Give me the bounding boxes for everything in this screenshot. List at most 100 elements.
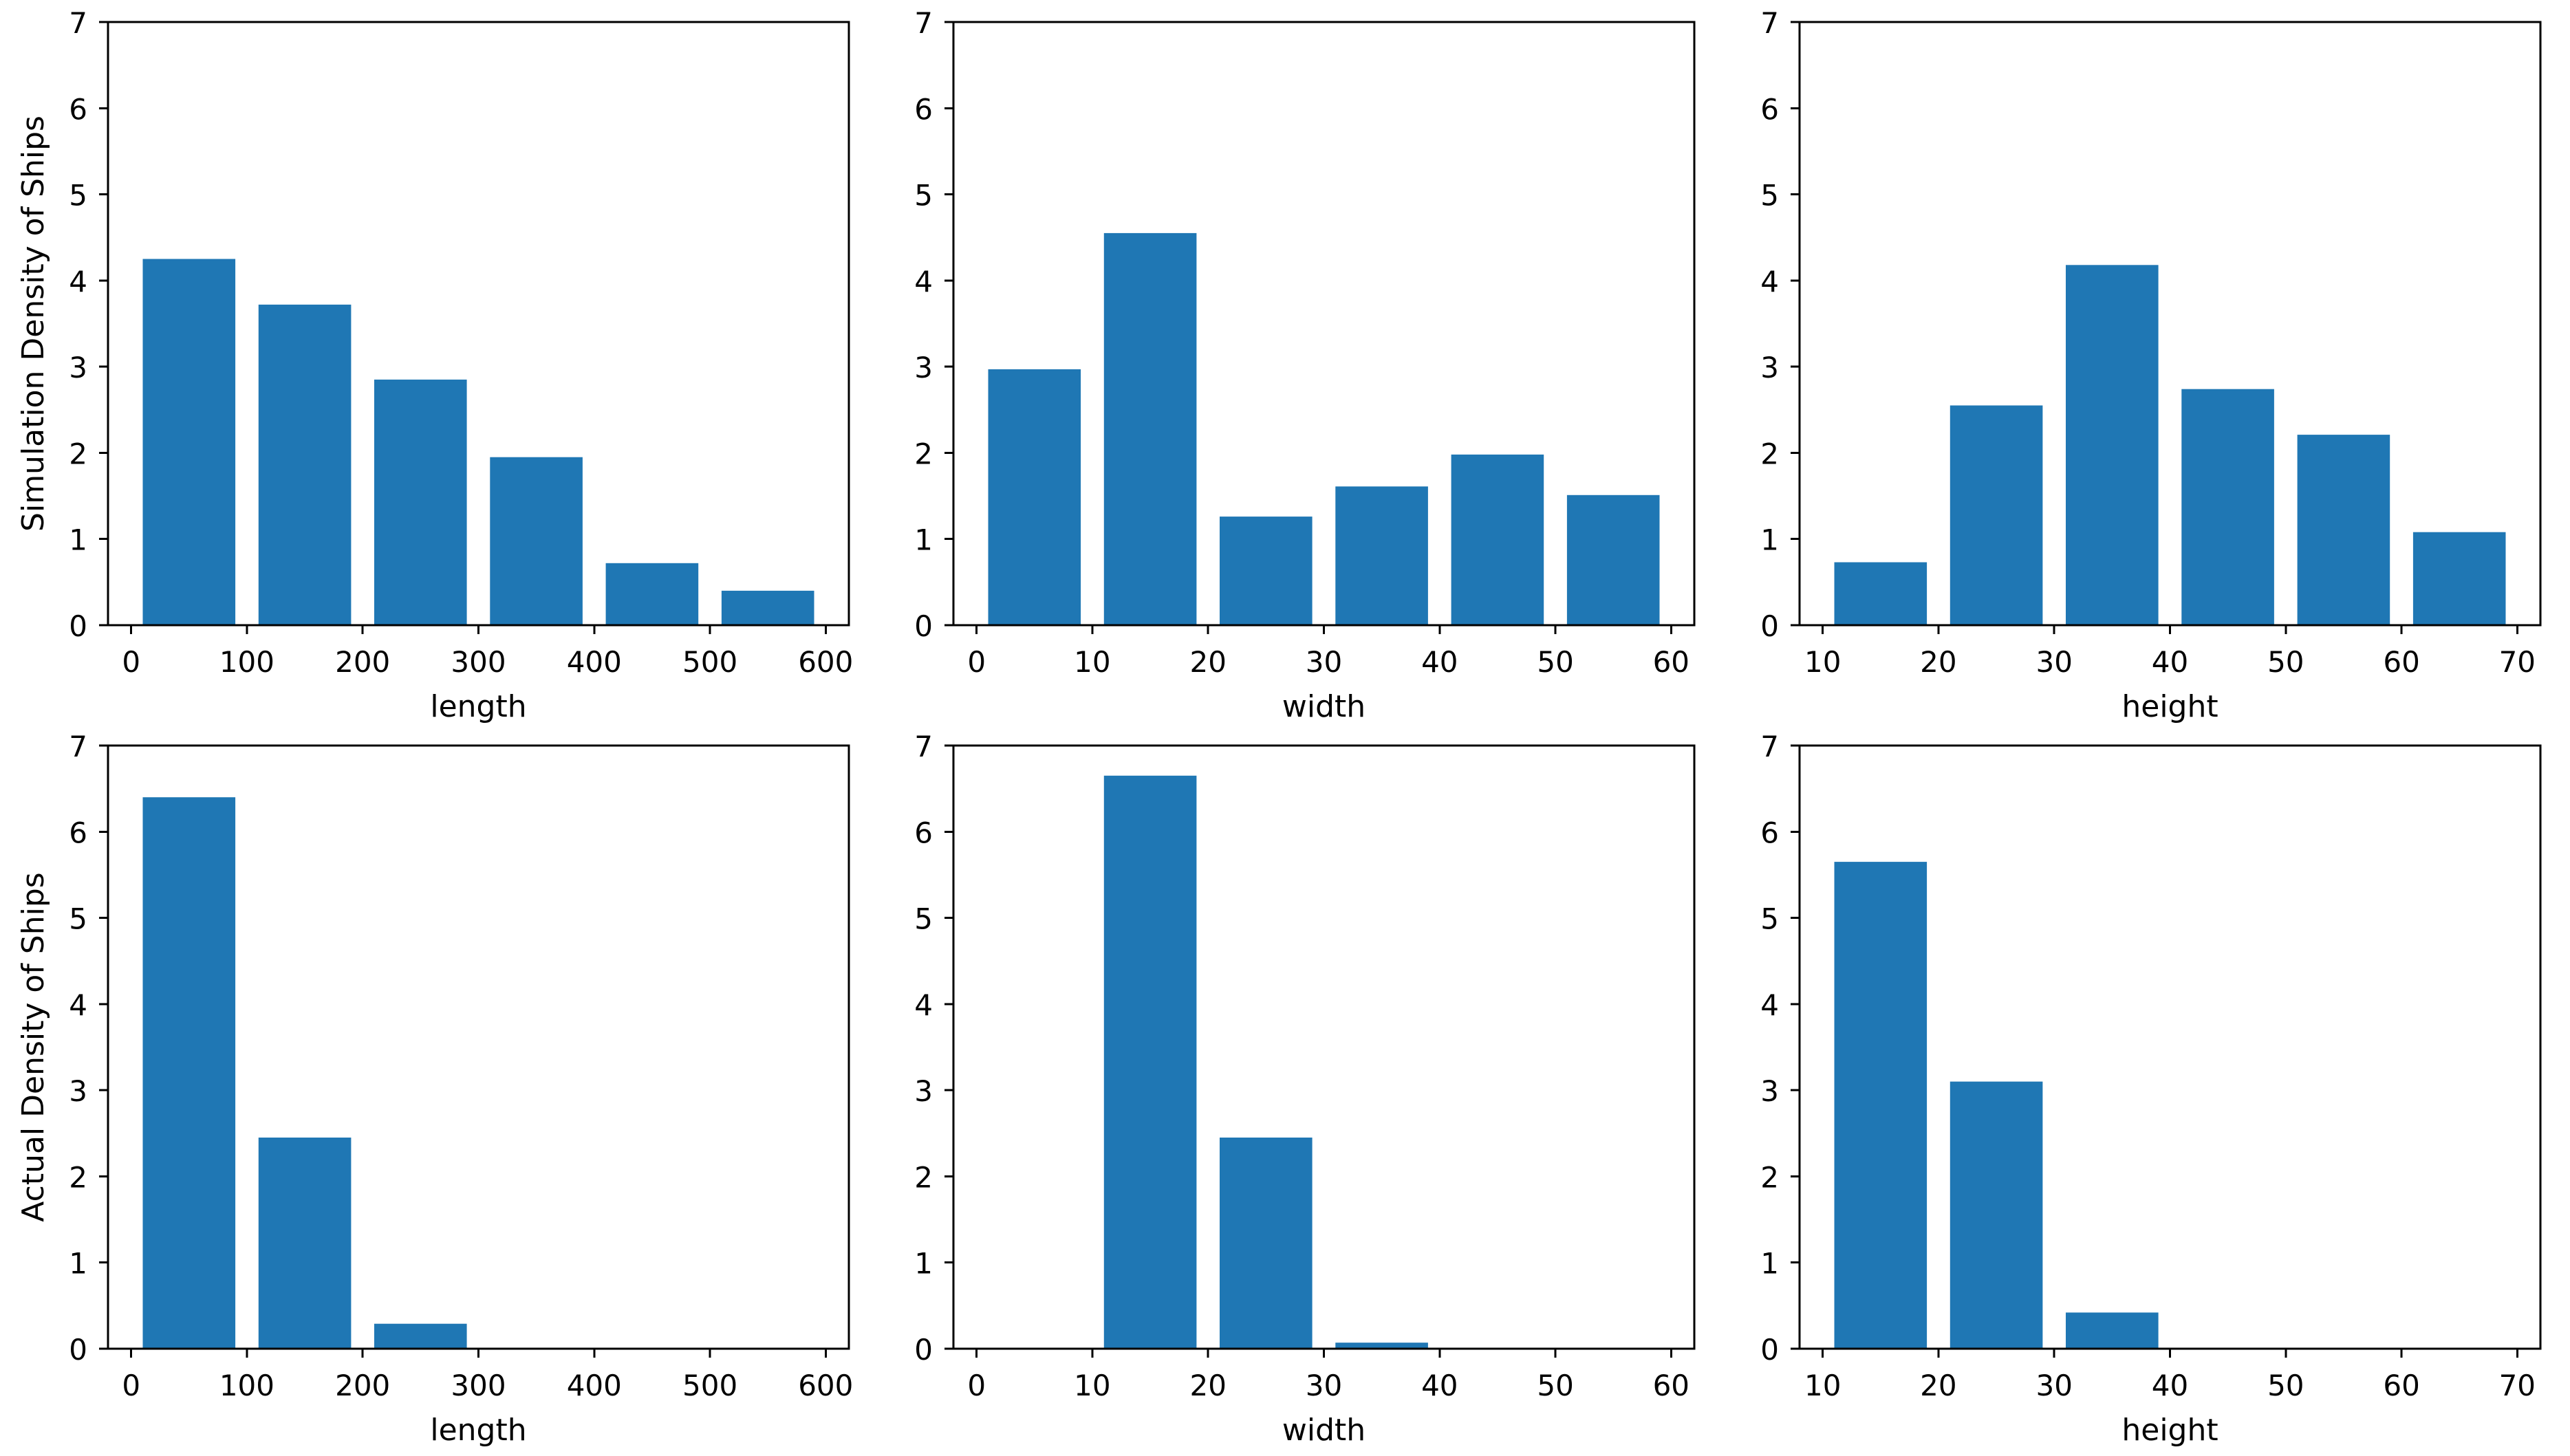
- y-tick-label: 0: [69, 609, 87, 643]
- x-tick-label: 70: [2499, 1369, 2536, 1402]
- bar-simulation-length-300-400: [490, 457, 583, 625]
- subplot-simulation-length: 0 100 200 300 400 500 600 0 1 2 3 4 5 6 7 length Simulat…: [16, 6, 853, 724]
- y-tick-label: 2: [1760, 1160, 1779, 1194]
- bars-simulation-length: [142, 259, 814, 625]
- bar-actual-height-30-40: [2066, 1312, 2159, 1349]
- y-tick-label: 2: [69, 1160, 87, 1194]
- x-tick-label: 600: [798, 645, 853, 679]
- x-tick-label: 50: [2267, 645, 2304, 679]
- x-tick-label: 100: [219, 645, 274, 679]
- y-tick-label: 4: [1760, 265, 1779, 298]
- x-tick-label: 40: [1421, 645, 1458, 679]
- y-tick-label: 5: [69, 179, 87, 213]
- subplot-actual-height: 10 20 30 40 50 60 70 0 1 2 3 4 5 6 7 height: [1760, 730, 2542, 1448]
- x-tick-label: 0: [122, 1369, 140, 1402]
- y-tick-label: 2: [1760, 437, 1779, 470]
- bar-simulation-width-30-40: [1335, 486, 1428, 625]
- y-tick-label: 5: [1760, 179, 1779, 213]
- subplot-actual-length: 0 100 200 300 400 500 600 0 1 2 3 4 5 6 7 length Actual …: [16, 730, 853, 1448]
- bar-simulation-length-100-200: [258, 304, 352, 625]
- x-tick-label: 400: [567, 1369, 622, 1402]
- y-tick-label: 3: [1760, 351, 1779, 384]
- x-tick-label: 0: [122, 645, 140, 679]
- x-axis-label-simulation-width: width: [1282, 689, 1365, 724]
- bar-simulation-length-400-500: [605, 563, 699, 625]
- x-tick-label: 70: [2499, 645, 2536, 679]
- x-tick-label: 100: [219, 1369, 274, 1402]
- y-tick-label: 0: [914, 609, 933, 643]
- y-tick-label: 7: [1760, 6, 1779, 40]
- x-tick-label: 40: [1421, 1369, 1458, 1402]
- x-tick-label: 60: [1653, 645, 1689, 679]
- y-tick-label: 3: [1760, 1074, 1779, 1108]
- x-tick-label: 10: [1804, 645, 1841, 679]
- x-tick-label: 50: [1537, 645, 1573, 679]
- bar-simulation-height-20-30: [1950, 405, 2043, 625]
- y-tick-label: 3: [914, 351, 933, 384]
- x-tick-label: 20: [1189, 1369, 1226, 1402]
- y-tick-label: 4: [914, 265, 933, 298]
- x-axis-label-actual-width: width: [1282, 1413, 1365, 1448]
- bar-simulation-height-60-70: [2412, 532, 2506, 625]
- subplot-actual-width: 0 10 20 30 40 50 60 0 1 2 3 4 5 6 7 width: [914, 730, 1696, 1448]
- y-tick-label: 0: [69, 1333, 87, 1367]
- y-tick-label: 4: [69, 988, 87, 1022]
- x-axis-label-actual-height: height: [2121, 1413, 2218, 1448]
- bar-actual-height-10-20: [1834, 862, 1928, 1349]
- x-tick-label: 30: [2036, 1369, 2072, 1402]
- x-tick-label: 300: [451, 1369, 506, 1402]
- x-tick-label: 500: [682, 1369, 737, 1402]
- y-tick-label: 5: [69, 902, 87, 936]
- bar-actual-length-100-200: [258, 1138, 352, 1349]
- x-tick-label: 10: [1804, 1369, 1841, 1402]
- bar-actual-length-200-300: [374, 1323, 467, 1349]
- y-tick-label: 1: [69, 523, 87, 557]
- x-axis-label-simulation-length: length: [430, 689, 526, 724]
- y-tick-label: 6: [69, 816, 87, 849]
- x-axis-label-simulation-height: height: [2121, 689, 2218, 724]
- bar-simulation-width-50-60: [1566, 495, 1660, 625]
- bar-simulation-length-500-600: [721, 590, 814, 625]
- y-tick-label: 3: [69, 1074, 87, 1108]
- x-tick-label: 0: [967, 1369, 986, 1402]
- y-tick-label: 7: [914, 6, 933, 40]
- plot-border-actual-width: [952, 744, 1696, 1350]
- y-tick-label: 1: [1760, 523, 1779, 557]
- x-tick-label: 200: [335, 1369, 390, 1402]
- y-tick-label: 6: [914, 92, 933, 126]
- y-tick-label: 2: [69, 437, 87, 470]
- bar-actual-length-0-100: [142, 797, 236, 1349]
- bar-simulation-width-10-20: [1103, 232, 1197, 625]
- bar-simulation-length-200-300: [374, 379, 467, 625]
- y-tick-label: 0: [1760, 1333, 1779, 1367]
- y-tick-label: 1: [1760, 1247, 1779, 1281]
- x-tick-label: 10: [1074, 645, 1110, 679]
- bars-simulation-height: [1834, 265, 2506, 625]
- y-tick-label: 6: [1760, 816, 1779, 849]
- y-tick-label: 5: [914, 902, 933, 936]
- bars-simulation-width: [988, 232, 1660, 625]
- x-tick-label: 300: [451, 645, 506, 679]
- bar-actual-height-20-30: [1950, 1081, 2043, 1349]
- y-tick-label: 2: [914, 1160, 933, 1194]
- y-tick-label: 6: [914, 816, 933, 849]
- bar-simulation-width-0-10: [988, 369, 1081, 625]
- y-tick-label: 1: [914, 1247, 933, 1281]
- x-tick-label: 20: [1920, 1369, 1956, 1402]
- bar-simulation-height-40-50: [2181, 389, 2274, 625]
- bar-actual-width-10-20: [1103, 775, 1197, 1349]
- x-tick-label: 30: [1306, 1369, 1342, 1402]
- bar-simulation-length-0-100: [142, 259, 236, 625]
- y-tick-label: 7: [1760, 730, 1779, 763]
- bar-simulation-height-10-20: [1834, 562, 1928, 625]
- x-tick-label: 40: [2152, 1369, 2188, 1402]
- y-tick-label: 4: [1760, 988, 1779, 1022]
- bars-actual-width: [1103, 775, 1428, 1349]
- x-tick-label: 20: [1189, 645, 1226, 679]
- x-tick-label: 600: [798, 1369, 853, 1402]
- x-tick-label: 40: [2152, 645, 2188, 679]
- x-tick-label: 10: [1074, 1369, 1110, 1402]
- y-tick-label: 2: [914, 437, 933, 470]
- bar-actual-width-30-40: [1335, 1343, 1428, 1349]
